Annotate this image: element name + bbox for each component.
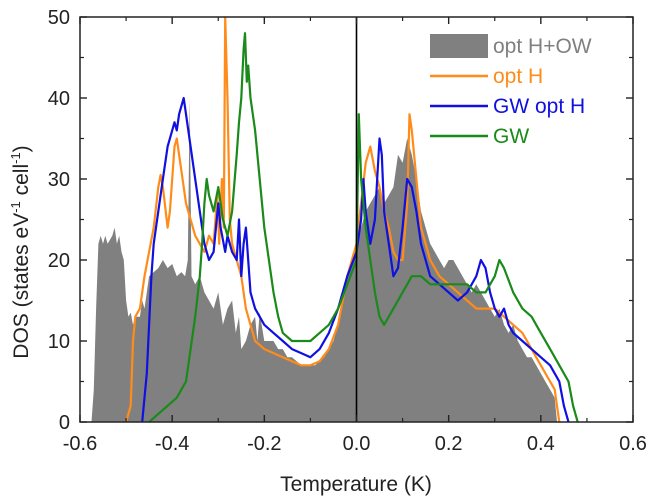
ticks-layer: -0.6 -0.4 -0.2 0.0 0.2 0.4 0.6 0 10 20 30 40 50: [48, 7, 647, 455]
series-area-0: [91, 98, 557, 422]
y-tick-label: 50: [48, 7, 70, 29]
x-tick-label: -0.6: [63, 433, 97, 455]
x-axis-title: Temperature (K): [280, 473, 432, 496]
legend-label-1: opt H: [493, 65, 543, 88]
y-axis-title-end: ): [10, 145, 33, 152]
x-tick-label: 0.6: [619, 433, 647, 455]
x-tick-label: 0.4: [527, 433, 555, 455]
series-layer: [91, 17, 579, 422]
series-line-1: [125, 17, 561, 422]
legend: opt H+OW opt H GW opt H GW: [430, 34, 592, 148]
legend-label-2: GW opt H: [493, 95, 585, 118]
y-tick-label: 30: [48, 169, 70, 191]
y-axis-title-main: DOS (states eV: [10, 213, 33, 359]
y-axis-title-sup1: -1: [8, 201, 23, 213]
y-axis-title-sup2: -1: [8, 152, 23, 164]
y-tick-label: 0: [59, 412, 70, 434]
series-line-3: [148, 32, 579, 422]
x-tick-label: -0.2: [247, 433, 281, 455]
x-tick-label: 0.0: [343, 433, 371, 455]
y-axis-title: DOS (states eV-1 cell-1): [8, 145, 33, 358]
x-tick-label: -0.4: [155, 433, 189, 455]
y-tick-label: 40: [48, 88, 70, 110]
legend-label-3: GW: [493, 125, 529, 148]
legend-label-0: opt H+OW: [493, 35, 592, 58]
y-tick-label: 10: [48, 331, 70, 353]
x-tick-label: 0.2: [435, 433, 463, 455]
y-axis-title-mid: cell: [10, 164, 33, 201]
y-tick-label: 20: [48, 250, 70, 272]
legend-swatch-0: [430, 34, 488, 58]
